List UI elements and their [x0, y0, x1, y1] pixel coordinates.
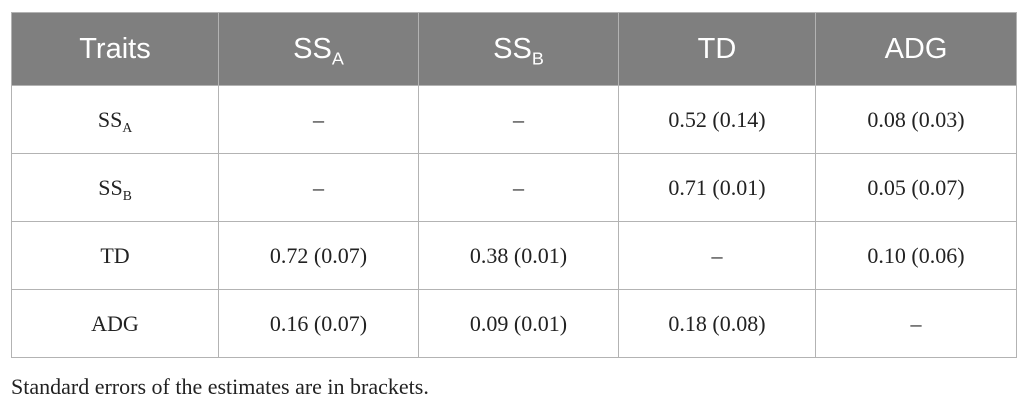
- table-cell: 0.16 (0.07): [218, 289, 419, 358]
- cell-text: TD: [100, 242, 130, 268]
- header-cell: SSA: [218, 12, 419, 86]
- table-cell: 0.08 (0.03): [815, 85, 1017, 154]
- table-row: TD 0.72 (0.07) 0.38 (0.01) –0.10 (0.06): [11, 221, 1017, 290]
- header-row: Traits SSA SSB TD ADG: [11, 12, 1017, 86]
- table-cell: 0.09 (0.01): [418, 289, 619, 358]
- row-label: SSA: [11, 85, 219, 154]
- header-cell: SSB: [418, 12, 619, 86]
- table-cell: 0.10 (0.06): [815, 221, 1017, 290]
- cell-text: TD: [697, 32, 737, 65]
- cell-text: ADG: [884, 32, 948, 65]
- table-cell: 0.38 (0.01): [418, 221, 619, 290]
- row-label: TD: [11, 221, 219, 290]
- table-cell: –: [618, 221, 816, 290]
- table-cell: 0.05 (0.07): [815, 153, 1017, 222]
- subscript: B: [531, 47, 544, 68]
- table-row: SSA – –0.52 (0.14) 0.08 (0.03): [11, 85, 1017, 154]
- table-cell: –: [815, 289, 1017, 358]
- subscript: A: [331, 47, 344, 68]
- table-cell: 0.18 (0.08): [618, 289, 816, 358]
- table-cell: 0.72 (0.07): [218, 221, 419, 290]
- header-cell: TD: [618, 12, 816, 86]
- cell-text: Traits: [79, 32, 151, 65]
- table-cell: –: [418, 85, 619, 154]
- table-row: SSB – –0.71 (0.01) 0.05 (0.07): [11, 153, 1017, 222]
- cell-text: SS: [97, 106, 123, 132]
- row-label: ADG: [11, 289, 219, 358]
- cell-text: SS: [293, 32, 332, 65]
- subscript: A: [122, 119, 133, 135]
- footnote: Standard errors of the estimates are in …: [11, 374, 429, 399]
- cell-text: ADG: [91, 310, 139, 336]
- header-cell: ADG: [815, 12, 1017, 86]
- subscript: B: [122, 187, 132, 203]
- table-row: ADG 0.16 (0.07) 0.09 (0.01) 0.18 (0.08) –: [11, 289, 1017, 358]
- row-label: SSB: [11, 153, 219, 222]
- table-cell: –: [418, 153, 619, 222]
- table-body: SSA – –0.52 (0.14) 0.08 (0.03) SSB – –0.71 (0.…: [11, 85, 1017, 358]
- table-cell: 0.71 (0.01): [618, 153, 816, 222]
- table-cell: –: [218, 153, 419, 222]
- table-cell: –: [218, 85, 419, 154]
- cell-text: SS: [493, 32, 532, 65]
- header-cell: Traits: [11, 12, 219, 86]
- cell-text: SS: [98, 174, 123, 200]
- table-cell: 0.52 (0.14): [618, 85, 816, 154]
- data-table: Traits SSA SSB TD ADG SSA – –0.52 (0.14) 0.08 (…: [11, 12, 1017, 358]
